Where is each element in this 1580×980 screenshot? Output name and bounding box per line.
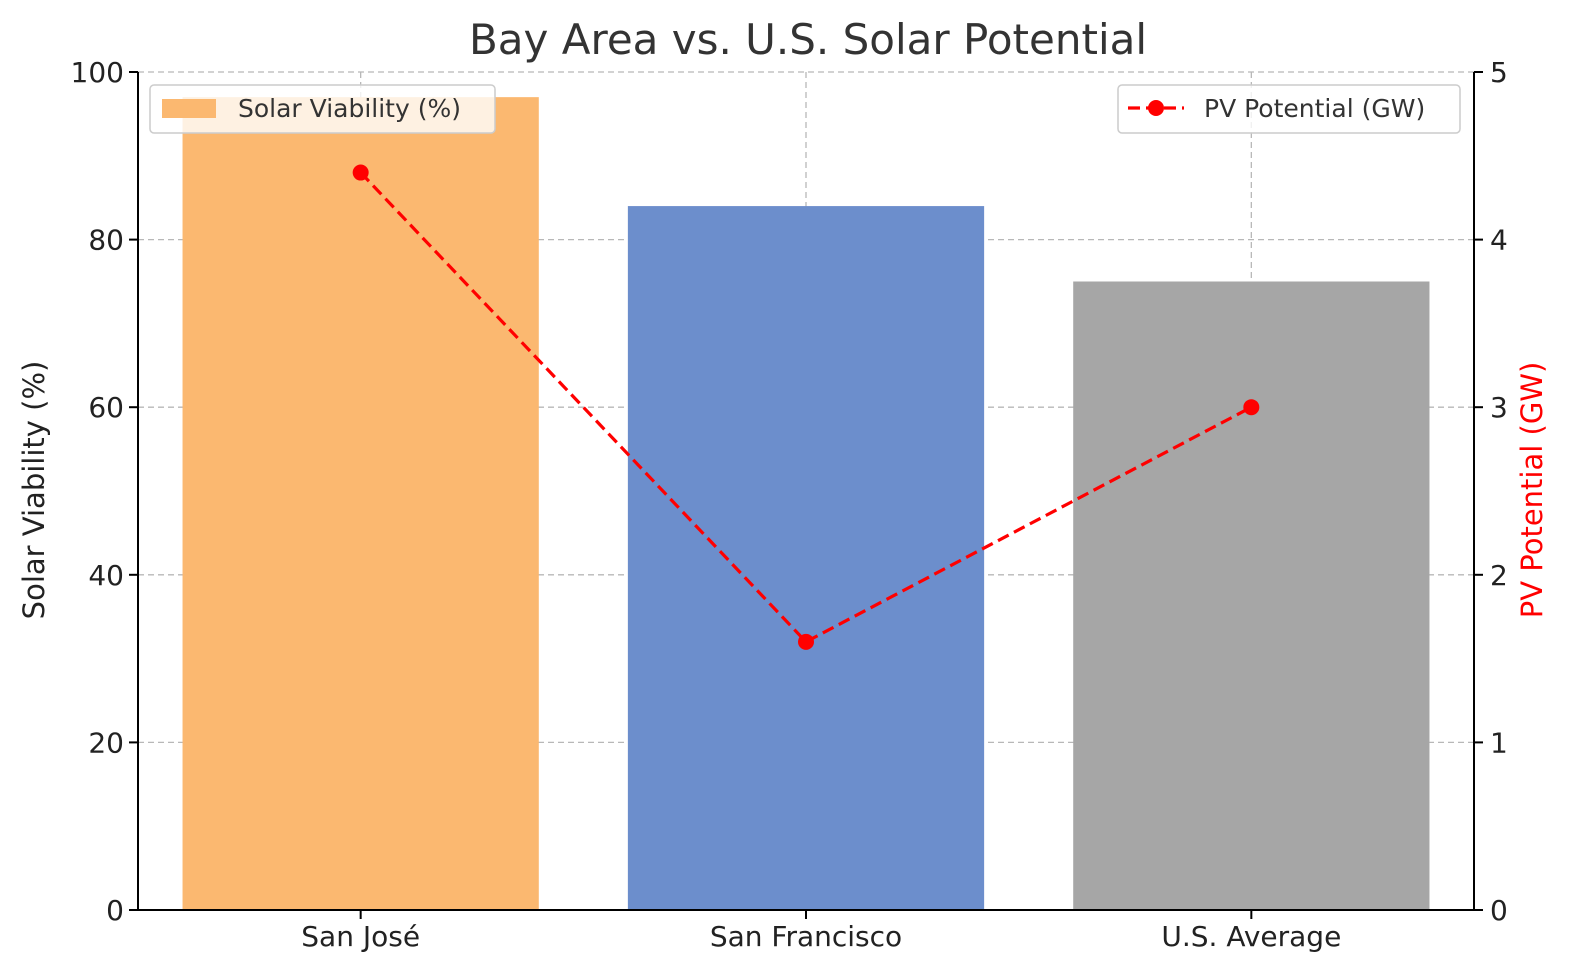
y-tick-label-right: 0 [1490,894,1508,927]
y-axis-label-right: PV Potential (GW) [1515,362,1549,619]
ticks-layer: 0 20 40 60 80 100 0 1 2 3 4 5 San José San Francisco U… [71,56,1508,953]
legend-box [149,84,496,134]
pv-point-2 [1243,399,1260,416]
pv-potential-line [359,171,1253,644]
y-tick-label-right: 5 [1490,56,1508,89]
legend-box [1117,84,1461,134]
x-tick-label: U.S. Average [1161,920,1341,953]
y-tick-label-right: 1 [1490,726,1508,759]
y-tick-label-left: 20 [88,726,124,759]
bar-0 [182,97,539,910]
pv-point-1 [798,633,814,650]
legend-swatch-marker [1148,100,1164,116]
y-tick-label-left: 100 [71,56,124,89]
bars-layer [182,97,1430,910]
legend-line: PV Potential (GW) [1117,84,1461,134]
line-layer [352,164,1260,650]
y-tick-label-right: 2 [1490,559,1508,592]
chart-title: Bay Area vs. U.S. Solar Potential [469,15,1147,64]
y-tick-label-left: 80 [88,224,124,257]
pv-point-0 [352,164,369,181]
bar-2 [1073,281,1430,910]
y-tick-label-left: 40 [88,559,124,592]
y-tick-label-left: 60 [88,391,124,424]
legend-label-line: PV Potential (GW) [1204,94,1425,123]
x-tick-label: San Francisco [710,920,902,953]
legend-bar: Solar Viability (%) [149,84,496,134]
legend-label-bar: Solar Viability (%) [238,94,461,123]
x-tick-label: San José [301,920,420,953]
y-tick-label-right: 4 [1490,224,1508,257]
legend-swatch-bar [162,99,216,118]
y-tick-label-left: 0 [106,894,124,927]
y-axis-label-left: Solar Viability (%) [17,361,51,620]
y-tick-label-right: 3 [1490,391,1508,424]
bar-1 [627,206,985,910]
